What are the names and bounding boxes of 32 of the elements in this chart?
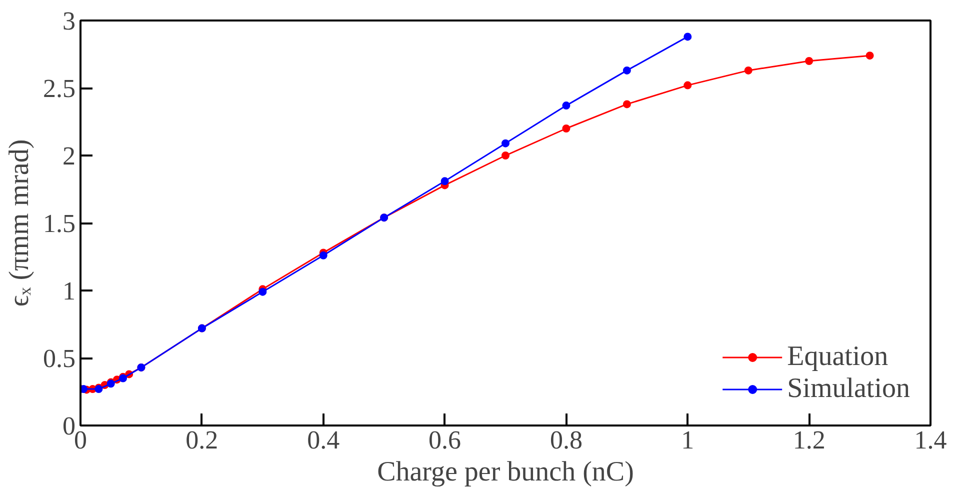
point	[744, 66, 752, 74]
point	[319, 251, 328, 260]
x-tick-label: 0.6	[428, 426, 462, 454]
x-tick-label: 0.4	[307, 426, 340, 454]
point	[866, 52, 874, 60]
y-axis-title: ϵₓ (πmm mrad)	[4, 139, 35, 307]
point	[440, 177, 449, 186]
point	[562, 124, 570, 132]
point	[502, 152, 510, 160]
point	[562, 102, 570, 110]
x-tick-label: 0.8	[550, 426, 582, 454]
point	[80, 385, 88, 394]
x-tick-label: 1.2	[792, 426, 826, 454]
x-tick-label: 1.4	[914, 426, 947, 454]
y-tick-label: 2	[62, 142, 76, 170]
x-tick-label: 0.2	[186, 426, 218, 454]
legend-label: Equation	[787, 341, 888, 373]
point	[622, 66, 631, 74]
x-axis-title: Charge per bunch (nC)	[377, 456, 634, 488]
legend-label: Simulation	[787, 373, 910, 405]
y-tick-label: 3	[62, 6, 76, 36]
y-tick-label: 0.5	[43, 344, 76, 373]
point	[684, 81, 692, 90]
point	[502, 139, 510, 148]
point	[622, 100, 631, 108]
point	[805, 57, 814, 65]
y-tick-label: 1.5	[43, 209, 76, 238]
y-tick-label: 2.5	[43, 74, 76, 103]
point	[258, 288, 267, 296]
point	[684, 32, 692, 41]
y-tick-label: 1	[62, 276, 76, 306]
x-tick-label: 1	[681, 426, 694, 454]
